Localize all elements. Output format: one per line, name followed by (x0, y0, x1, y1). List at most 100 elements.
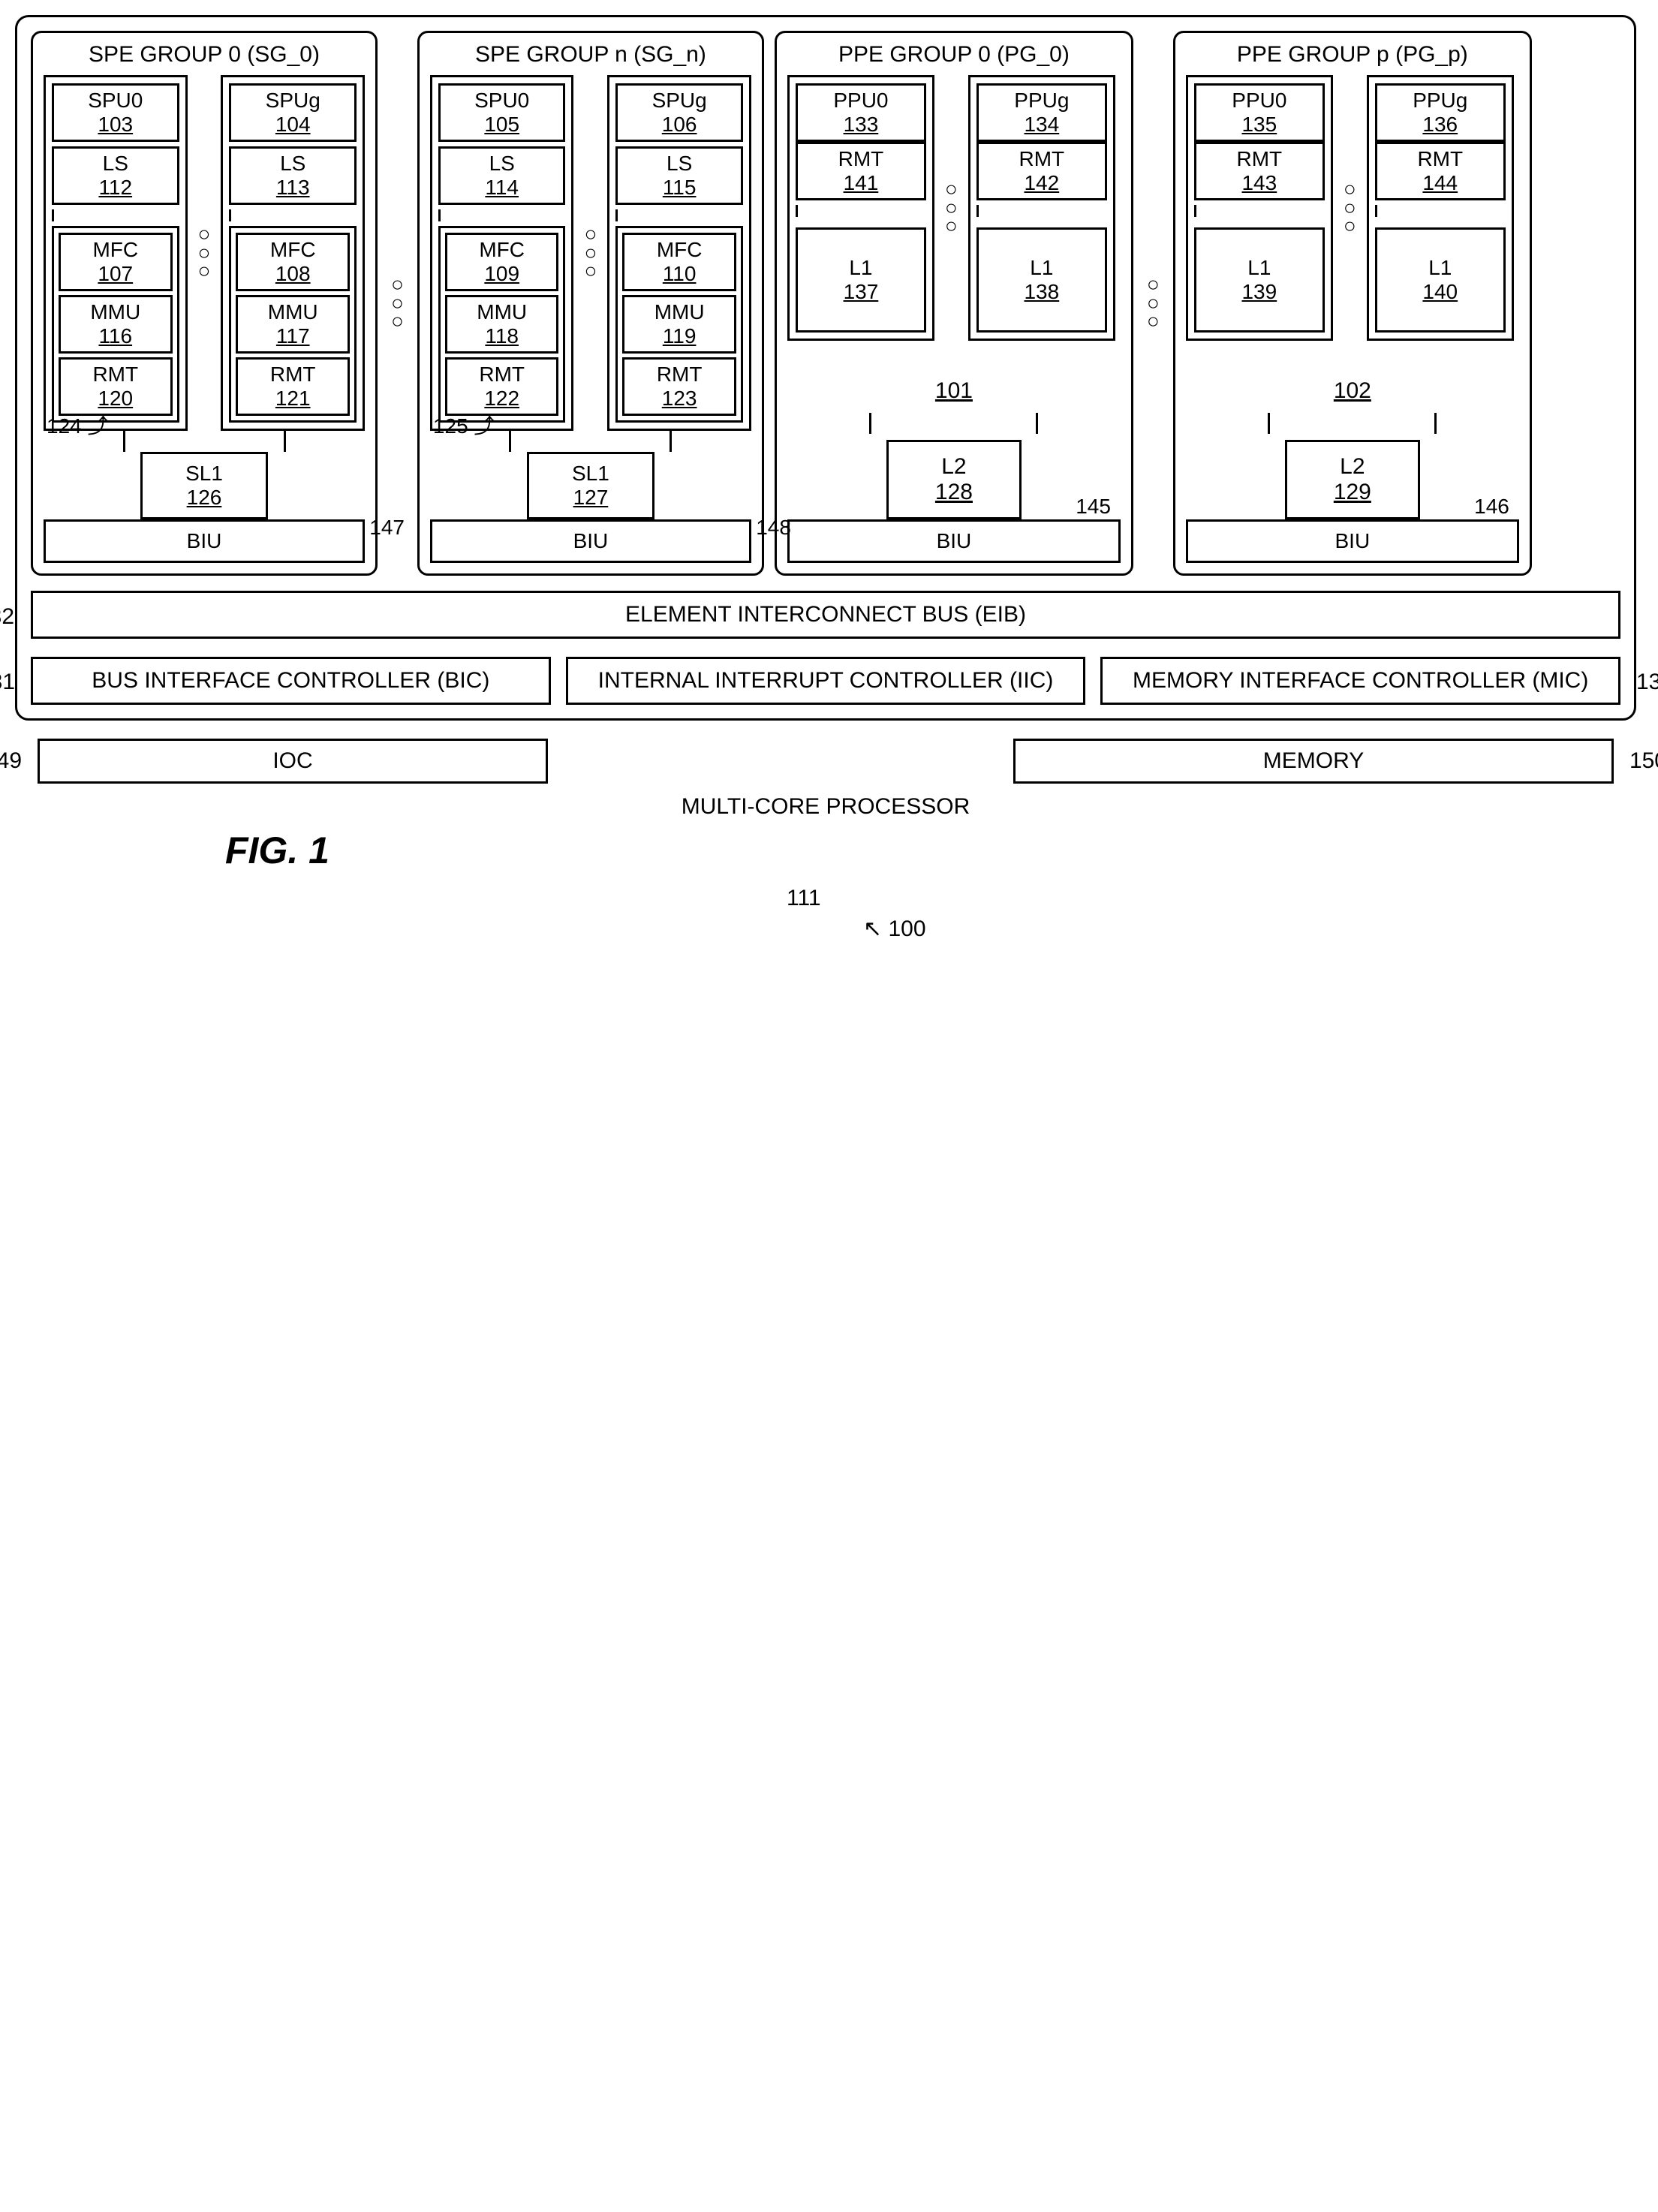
mfc-ref: 109 (450, 262, 554, 286)
wire-ref: 125 ⤴ (433, 410, 495, 440)
spu-label: SPU0 (57, 89, 174, 113)
rmt-ref: 143 (1199, 171, 1319, 195)
mfc-label: MFC (627, 238, 731, 262)
mmu-ref: 116 (64, 324, 167, 348)
ppu-label: PPUg (1380, 89, 1500, 113)
rmt-ref: 120 (64, 387, 167, 411)
spe-group-0: SPE GROUP 0 (SG_0) SPU0103 LS112 MFC107 … (31, 31, 378, 576)
rmt-label: RMT (801, 147, 921, 171)
spu-label: SPUg (234, 89, 351, 113)
spu-ref: 106 (621, 113, 738, 137)
biu-ref: 146 (1474, 495, 1509, 519)
biu: BIU145 (787, 519, 1121, 563)
ppu-ref: 136 (1380, 113, 1500, 137)
ppe: PPU0135 RMT143 L1139 (1186, 75, 1333, 341)
ellipsis-icon: ○○○ (388, 278, 407, 328)
wire-ref: 124 ⤴ (47, 410, 109, 440)
bottom-row: 149 IOC MEMORY 150 (15, 739, 1636, 784)
spu-ref: 105 (444, 113, 561, 137)
memory-box: MEMORY 150 (1013, 739, 1614, 784)
mmu-label: MMU (627, 300, 731, 324)
eib-bus: ELEMENT INTERCONNECT BUS (EIB) (31, 591, 1620, 639)
ppu-label: PPU0 (801, 89, 921, 113)
mfc-ref: 110 (627, 262, 731, 286)
ls-ref: 112 (57, 176, 174, 200)
mfc-block: MFC110 MMU119 RMT123 (615, 226, 743, 423)
mmu-label: MMU (450, 300, 554, 324)
rmt-label: RMT (64, 363, 167, 387)
group-ref: 102 (1186, 378, 1519, 404)
spe: SPUg106 LS115 MFC110 MMU119 RMT123 (607, 75, 751, 431)
memory-ref: 150 (1629, 748, 1658, 774)
sl1-cache: SL1127 (527, 452, 654, 519)
ppu-label: PPUg (982, 89, 1102, 113)
sl1-cache: SL1126 (140, 452, 268, 519)
spe-group-n: SPE GROUP n (SG_n) SPU0105 LS 114 MFC109 … (417, 31, 764, 576)
rmt-ref: 144 (1380, 171, 1500, 195)
mfc-ref: 108 (241, 262, 345, 286)
spu-label: SPU0 (444, 89, 561, 113)
ls-label: LS (621, 152, 738, 176)
mfc-block: MFC107 MMU116 RMT120 (52, 226, 179, 423)
ellipsis-icon: ○○○ (1144, 278, 1163, 328)
rmt-label: RMT (1199, 147, 1319, 171)
processor-die-frame: SPE GROUP 0 (SG_0) SPU0103 LS112 MFC107 … (15, 15, 1636, 721)
controllers-row: 131 BUS INTERFACE CONTROLLER (BIC) INTER… (31, 657, 1620, 705)
figure-caption: FIG. 1 (225, 829, 329, 872)
rmt-label: RMT (450, 363, 554, 387)
spu-label: SPUg (621, 89, 738, 113)
mfc-block: MFC109 MMU118 RMT122 (438, 226, 566, 423)
mfc-label: MFC (450, 238, 554, 262)
chip-ref-arrow: ↖ 100 (863, 916, 926, 942)
l1-cache: L1138 (976, 227, 1107, 333)
chip-caption: MULTI-CORE PROCESSOR (15, 794, 1636, 820)
ls-label: LS (234, 152, 351, 176)
bic-controller: 131 BUS INTERFACE CONTROLLER (BIC) (31, 657, 551, 705)
ppe: PPUg134 RMT142 L1138 (968, 75, 1115, 341)
mic-controller: MEMORY INTERFACE CONTROLLER (MIC) 130 (1100, 657, 1620, 705)
eib-ref: 132 (0, 604, 14, 630)
group-ref: 101 (787, 378, 1121, 404)
ppe-group-0: PPE GROUP 0 (PG_0) PPU0133 RMT141 L1137 … (775, 31, 1133, 576)
rmt-label: RMT (241, 363, 345, 387)
mfc-label: MFC (241, 238, 345, 262)
iic-controller: INTERNAL INTERRUPT CONTROLLER (IIC) (566, 657, 1086, 705)
ls-ref: 115 (621, 176, 738, 200)
spe: SPU0103 LS112 MFC107 MMU116 RMT120 (44, 75, 188, 431)
rmt-label: RMT (627, 363, 731, 387)
mmu-ref: 117 (241, 324, 345, 348)
mfc-block: MFC108 MMU117 RMT121 (229, 226, 357, 423)
group-title: SPE GROUP n (SG_n) (430, 42, 751, 68)
rmt-label: RMT (1380, 147, 1500, 171)
mmu-label: MMU (64, 300, 167, 324)
rmt-ref: 123 (627, 387, 731, 411)
ls-ref: 114 (444, 176, 561, 200)
rmt-label: RMT (982, 147, 1102, 171)
ppe: PPUg136 RMT144 L1140 (1367, 75, 1514, 341)
ls-ref: 113 (234, 176, 351, 200)
ppe: PPU0133 RMT141 L1137 (787, 75, 934, 341)
groups-row: SPE GROUP 0 (SG_0) SPU0103 LS112 MFC107 … (31, 31, 1620, 576)
rmt-ref: 142 (982, 171, 1102, 195)
biu: BIU147 (44, 519, 365, 563)
group-title: PPE GROUP p (PG_p) (1186, 42, 1519, 68)
spe: SPUg104 LS113 MFC108 MMU117 RMT121 (221, 75, 365, 431)
bic-ref: 131 (0, 670, 15, 695)
biu: BIU146 (1186, 519, 1519, 563)
spu-ref: 104 (234, 113, 351, 137)
mic-ref: 130 (1636, 670, 1658, 695)
ppu-label: PPU0 (1199, 89, 1319, 113)
mmu-ref: 119 (627, 324, 731, 348)
ppe-group-p: PPE GROUP p (PG_p) PPU0135 RMT143 L1139 … (1173, 31, 1532, 576)
rmt-ref: 121 (241, 387, 345, 411)
ellipsis-icon: ○○○ (581, 228, 600, 278)
mmu-ref: 118 (450, 324, 554, 348)
l1-cache: L1140 (1375, 227, 1506, 333)
rmt-ref: 122 (450, 387, 554, 411)
ls-label: LS (57, 152, 174, 176)
spu-ref: 103 (57, 113, 174, 137)
ppu-ref: 133 (801, 113, 921, 137)
rmt-ref: 141 (801, 171, 921, 195)
l2-cache: L2128 (886, 440, 1022, 519)
mmu-label: MMU (241, 300, 345, 324)
